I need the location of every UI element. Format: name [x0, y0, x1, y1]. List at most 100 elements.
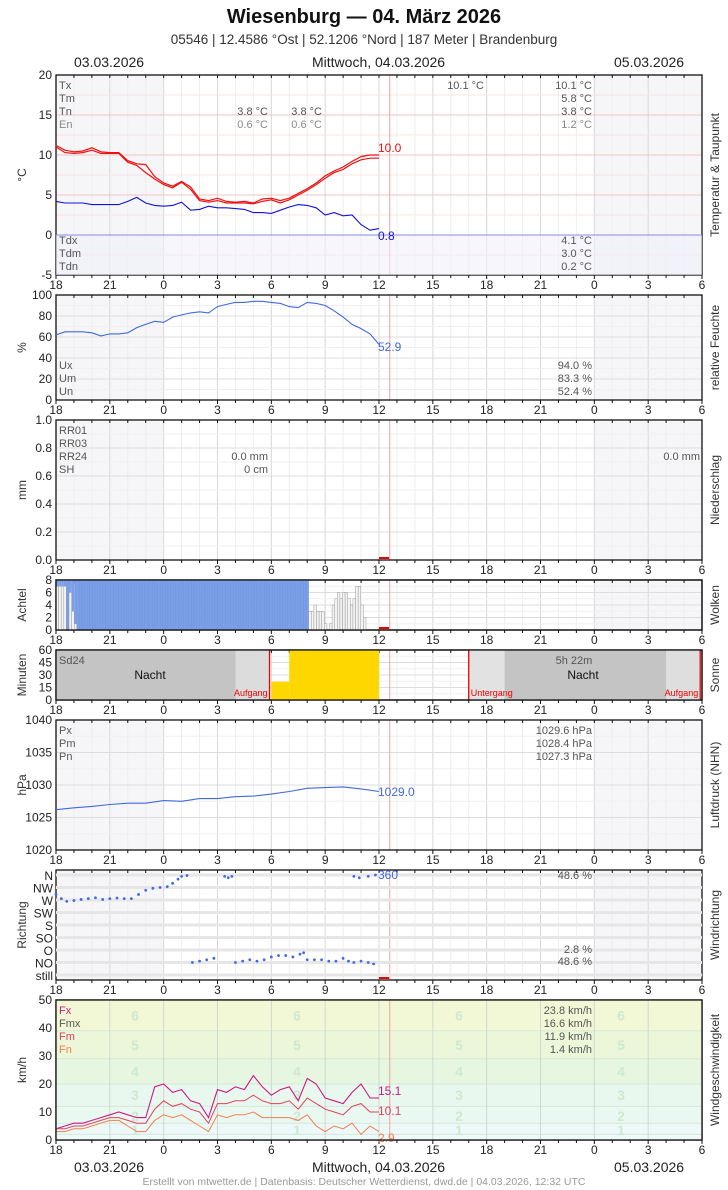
legend-item: RR24	[59, 451, 87, 463]
legend-item: Ux	[59, 360, 73, 372]
direction-label: S	[45, 919, 53, 933]
x-tick: 12	[372, 403, 386, 417]
y-tick: 40	[39, 351, 53, 365]
x-tick: 3	[214, 853, 221, 867]
legend-item: Um	[59, 373, 76, 385]
direction-point	[205, 958, 209, 962]
x-tick: 21	[534, 563, 548, 577]
x-tick: 6	[268, 563, 275, 577]
direction-point	[151, 886, 155, 890]
x-tick: 18	[480, 633, 494, 647]
direction-point	[341, 956, 345, 960]
panel-title: Wolken	[708, 585, 722, 625]
y-tick: 4	[45, 598, 52, 612]
legend-item: Fm	[59, 1031, 75, 1043]
legend-item: Tdx	[59, 235, 78, 247]
x-tick: 9	[322, 633, 329, 647]
beaufort-label: 6	[455, 1007, 463, 1023]
legend-item: Tdm	[59, 248, 81, 260]
direction-point	[327, 959, 331, 963]
x-tick: 15	[426, 563, 440, 577]
direction-point	[347, 959, 350, 963]
y-tick: 5	[45, 188, 52, 202]
date-center-bottom: Mittwoch, 04.03.2026	[312, 1159, 446, 1175]
direction-point	[262, 958, 266, 962]
station-info: 05546 | 12.4586 °Ost | 52.1206 °Nord | 1…	[170, 32, 558, 47]
date-row-bottom: 03.03.2026 Mittwoch, 04.03.2026 05.03.20…	[0, 1159, 728, 1177]
direction-point	[352, 874, 356, 878]
direction-point	[158, 886, 162, 889]
y-tick: 1035	[25, 746, 52, 760]
direction-point	[122, 897, 126, 901]
panel-precipitation: 1.00.80.60.40.20.018 21 0 3 6 9 12 15 18 21 0 3 6mm N…	[15, 413, 722, 577]
direction-point	[212, 956, 216, 960]
x-tick: 21	[534, 633, 548, 647]
legend-item: Fx	[59, 1005, 72, 1017]
direction-point	[234, 961, 237, 964]
date-left: 03.03.2026	[74, 54, 145, 70]
stat-value: 1.4 km/h	[550, 1044, 592, 1056]
direction-point	[357, 876, 361, 880]
beaufort-label: 5	[293, 1037, 301, 1053]
x-tick: 6	[699, 983, 706, 997]
sunrise-label: Aufgang	[234, 688, 268, 698]
x-tick: 0	[160, 633, 167, 647]
current-wind-min: 2.9	[378, 1131, 395, 1145]
y-axis-label: Achtel	[15, 588, 29, 621]
y-tick: 45	[39, 656, 53, 670]
y-tick: 10	[39, 148, 53, 162]
y-axis-label: mm	[15, 480, 29, 500]
direction-point	[372, 962, 376, 966]
series-line	[55, 144, 379, 204]
stat-value: 3.0 °C	[561, 248, 592, 260]
y-tick: 0	[45, 623, 52, 637]
x-tick: 3	[214, 1143, 221, 1157]
x-tick: 6	[268, 853, 275, 867]
x-tick: 3	[645, 403, 652, 417]
x-tick: 18	[480, 1143, 494, 1157]
direction-point	[171, 881, 175, 885]
x-tick: 15	[426, 278, 440, 292]
stat-value: 23.8 km/h	[544, 1005, 592, 1017]
y-axis-label: %	[15, 342, 29, 353]
x-tick: 6	[699, 633, 706, 647]
direction-point	[65, 899, 69, 903]
x-tick: 12	[372, 983, 386, 997]
y-tick: 80	[39, 309, 53, 323]
x-tick: 6	[268, 278, 275, 292]
direction-point	[190, 961, 194, 964]
x-tick: 18	[480, 563, 494, 577]
y-tick: 0.6	[35, 469, 52, 483]
x-tick: 21	[534, 278, 548, 292]
beaufort-label: 4	[293, 1063, 301, 1079]
night-area	[468, 650, 701, 700]
beaufort-label: 1	[617, 1122, 625, 1138]
x-tick: 18	[49, 983, 63, 997]
legend-item: RR03	[59, 438, 87, 450]
x-tick: 0	[591, 403, 598, 417]
y-tick: 0	[45, 228, 52, 242]
beaufort-label: 3	[293, 1087, 301, 1103]
x-tick: 18	[480, 278, 494, 292]
direction-point	[291, 955, 295, 959]
x-tick: 21	[534, 983, 548, 997]
stat-value: 16.6 km/h	[544, 1018, 592, 1030]
series-line	[56, 1111, 380, 1136]
series-line	[55, 786, 380, 811]
y-tick: 6	[45, 586, 52, 600]
direction-point	[320, 958, 323, 962]
stat-value: 48.6 %	[558, 956, 592, 968]
direction-point	[165, 885, 169, 889]
beaufort-label: 5	[617, 1037, 625, 1053]
panel-title: relative Feuchte	[708, 304, 722, 390]
x-tick: 15	[426, 1143, 440, 1157]
legend-item: Tn	[59, 106, 72, 118]
direction-point	[241, 959, 245, 963]
legend-item: Px	[59, 725, 72, 737]
night-duration: 5h 22m	[556, 655, 593, 667]
y-tick: 2	[45, 611, 52, 625]
x-tick: 9	[322, 1143, 329, 1157]
